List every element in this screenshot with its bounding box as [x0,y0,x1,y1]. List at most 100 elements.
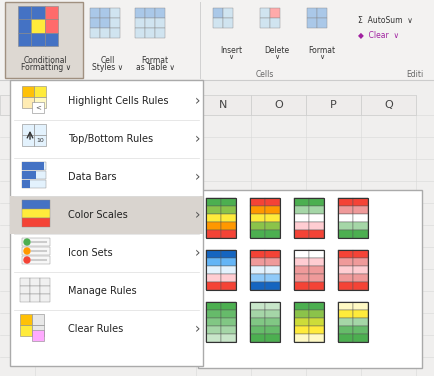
Bar [100,28,110,38]
Bar [338,274,353,282]
Bar [145,28,155,38]
Bar [338,206,353,214]
Bar [22,209,50,218]
Bar [20,278,30,286]
Bar [338,334,353,342]
Bar [353,230,368,238]
Bar [309,266,324,274]
Bar [309,258,324,266]
Text: P: P [330,100,337,110]
Bar [294,250,309,258]
Text: Highlight Cells Rules: Highlight Cells Rules [68,96,168,106]
Bar [22,135,34,146]
Bar [270,8,280,18]
Bar [309,198,324,206]
Bar [221,230,236,238]
Bar [306,95,361,115]
Text: 10: 10 [36,138,44,144]
Bar [294,302,309,310]
Bar [309,334,324,342]
Text: ›: › [194,132,200,146]
Bar [45,33,58,46]
Bar [294,302,324,342]
Bar [206,198,236,238]
Bar [110,18,120,28]
Bar [294,250,324,290]
Bar [90,18,100,28]
Text: ∨: ∨ [319,54,325,60]
Circle shape [24,257,30,263]
Bar [155,18,165,28]
Bar [317,8,327,18]
Bar [338,310,353,318]
Text: Insert: Insert [220,46,242,55]
Bar [135,18,145,28]
Bar [221,214,236,222]
Bar [206,302,221,310]
Bar [206,250,221,258]
Bar [110,28,120,38]
Text: Q: Q [384,100,393,110]
Bar [198,190,422,368]
Text: Color Scales: Color Scales [68,210,128,220]
Bar [294,222,309,230]
Bar [34,97,46,108]
Bar [31,6,45,19]
Circle shape [24,239,30,245]
Text: ›: › [194,94,200,108]
Bar [30,294,40,302]
Bar [309,250,324,258]
Bar [110,8,120,18]
Bar [221,266,236,274]
Bar [30,286,40,294]
Bar [353,318,368,326]
Bar [265,326,280,334]
Bar [353,206,368,214]
Bar [206,334,221,342]
Bar [309,282,324,290]
Bar [309,310,324,318]
Text: Editi: Editi [406,70,423,79]
Bar [40,286,50,294]
Bar [338,198,368,238]
Bar [100,18,110,28]
Text: O: O [274,100,283,110]
Bar [32,314,44,325]
Bar [260,8,270,18]
Bar [353,282,368,290]
Bar [206,230,221,238]
Bar [34,124,46,135]
Bar [309,318,324,326]
Bar [196,95,251,115]
Bar [22,180,46,188]
Bar [294,334,309,342]
Bar [260,18,270,28]
Bar [0,95,35,115]
Bar [338,250,368,290]
Bar [353,302,368,310]
Bar [317,18,327,28]
Bar [250,318,265,326]
Text: Format: Format [141,56,168,65]
Text: N: N [219,100,228,110]
Bar [206,214,221,222]
Bar [221,326,236,334]
Bar [294,282,309,290]
Bar [250,198,265,206]
Bar [31,33,45,46]
Text: ∨: ∨ [274,54,279,60]
Bar [90,28,100,38]
Text: Delete: Delete [264,46,289,55]
Text: Σ  AutoSum  ∨: Σ AutoSum ∨ [358,16,413,25]
Bar [338,318,353,326]
Bar [294,258,309,266]
Bar [18,6,31,19]
Bar [265,222,280,230]
Bar [206,250,236,290]
Bar [221,282,236,290]
Bar [221,274,236,282]
Bar [250,222,265,230]
Text: Top/Bottom Rules: Top/Bottom Rules [68,134,153,144]
Bar [265,282,280,290]
Bar [338,214,353,222]
